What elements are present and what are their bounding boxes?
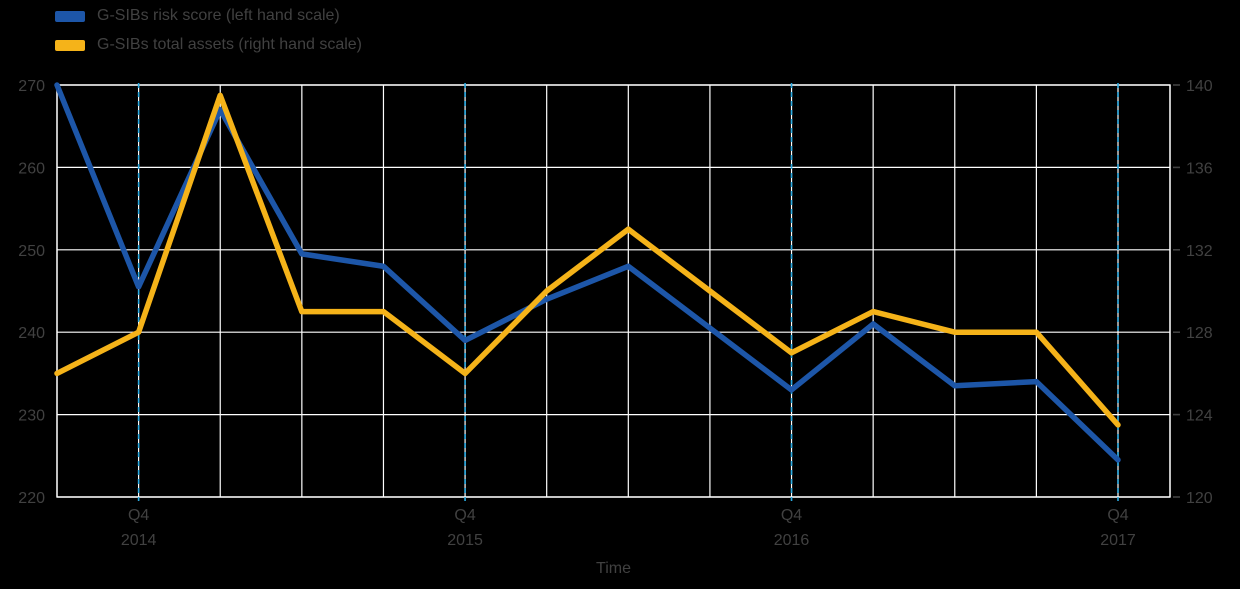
x-axis-tick-quarter: Q4 [128, 507, 149, 524]
plot-frame [56, 84, 1171, 498]
risk-score-line [54, 82, 1121, 463]
left-axis-tick-label: 230 [18, 408, 45, 425]
left-axis-tick-label: 250 [18, 243, 45, 260]
x-axis-tick-quarter: Q4 [1107, 507, 1128, 524]
right-axis-tick-label: 140 [1186, 78, 1213, 95]
legend-item-risk-score: G-SIBs risk score (left hand scale) [55, 5, 362, 27]
right-axis-tick-label: 132 [1186, 243, 1213, 260]
left-axis-tick-label: 220 [18, 490, 45, 507]
right-axis-tick-label: 124 [1186, 408, 1213, 425]
x-axis-tick-quarter: Q4 [454, 507, 475, 524]
left-axis-tick-label: 260 [18, 160, 45, 177]
x-axis-title: Time [596, 560, 631, 577]
right-axis-tick-label: 136 [1186, 160, 1213, 177]
total-assets-line [54, 92, 1121, 428]
legend-item-total-assets: G-SIBs total assets (right hand scale) [55, 34, 362, 56]
x-axis-tick-year: 2014 [121, 532, 157, 549]
left-axis-tick-label: 240 [18, 325, 45, 342]
x-axis-tick-quarter: Q4 [781, 507, 802, 524]
right-axis-tick-label: 120 [1186, 490, 1213, 507]
x-axis-tick-year: 2017 [1100, 532, 1136, 549]
risk-score-swatch-icon [55, 10, 85, 22]
x-axis-tick-year: 2016 [774, 532, 810, 549]
total-assets-swatch-icon [55, 39, 85, 51]
legend-label-risk-score: G-SIBs risk score (left hand scale) [97, 7, 340, 24]
legend-label-total-assets: G-SIBs total assets (right hand scale) [97, 36, 362, 53]
legend: G-SIBs risk score (left hand scale) G-SI… [55, 5, 362, 56]
x-axis-tick-year: 2015 [447, 532, 483, 549]
right-axis-tick-label: 128 [1186, 325, 1213, 342]
left-axis-tick-label: 270 [18, 78, 45, 95]
